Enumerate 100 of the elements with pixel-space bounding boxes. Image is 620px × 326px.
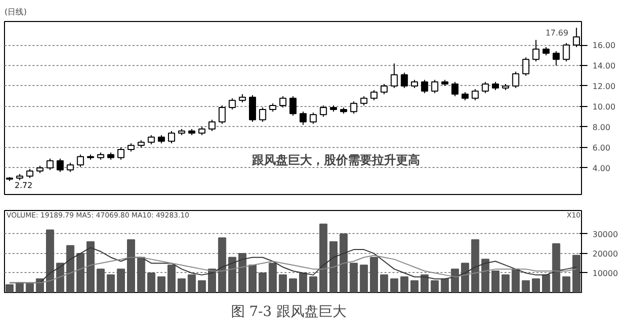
candlestick [421, 79, 428, 94]
annotation: 跟风盘巨大，股价需要拉升更高 [250, 152, 420, 167]
bar [390, 278, 398, 292]
bar [278, 274, 287, 292]
bar [147, 272, 156, 292]
bar [542, 274, 550, 292]
chart-title: (日线) [4, 8, 27, 16]
bar [228, 256, 236, 292]
candlestick [360, 96, 368, 106]
candlestick [512, 71, 520, 89]
bar [16, 282, 24, 292]
bar [208, 268, 216, 292]
caption: 图 7-3 跟风盘巨大 [230, 304, 346, 320]
bar [288, 278, 298, 292]
bar [299, 272, 308, 292]
y-tick-label: 20000 [592, 249, 618, 258]
y-tick-label: 6.00 [592, 143, 610, 152]
bar [106, 274, 115, 292]
bar [329, 241, 338, 292]
candlestick [552, 50, 560, 66]
annotation: 2.72 [14, 180, 32, 190]
y-tick-label: 10.00 [592, 102, 616, 112]
y-tick-label: 14.00 [592, 62, 616, 71]
candlestick [431, 79, 438, 94]
y-tick-label: 30000 [592, 230, 618, 239]
candlestick [482, 81, 489, 94]
bar [552, 243, 560, 292]
bar [218, 237, 226, 292]
bar [268, 262, 277, 292]
bar [96, 268, 105, 292]
candlestick [350, 100, 358, 114]
bar [481, 258, 490, 292]
candlestick [228, 98, 236, 110]
candlestick [26, 168, 34, 179]
candlestick [289, 96, 297, 116]
bar [572, 254, 580, 292]
candlestick [562, 42, 570, 62]
bar [167, 264, 176, 292]
bar [350, 262, 358, 292]
bar [56, 262, 64, 292]
y-tick-label: 16.00 [592, 41, 616, 50]
bar [430, 280, 439, 292]
y-tick-label: 10000 [592, 268, 618, 278]
bar [76, 252, 84, 292]
bar [66, 245, 74, 292]
bar [562, 276, 570, 292]
candlestick [76, 154, 84, 168]
annotation: 17.69 [545, 28, 568, 38]
bar [450, 268, 460, 292]
bar [188, 274, 196, 292]
candlestick [46, 158, 54, 170]
bar [309, 276, 318, 292]
candlestick [451, 81, 458, 97]
bar [400, 276, 408, 292]
bar [440, 278, 449, 292]
candlestick [279, 96, 286, 108]
candlestick [472, 88, 479, 101]
bar [46, 230, 54, 292]
bar [370, 256, 378, 292]
bar [532, 278, 540, 292]
candlestick [532, 39, 540, 62]
bar [248, 264, 257, 292]
bar [198, 280, 206, 292]
bar [471, 239, 480, 292]
candlestick [320, 104, 327, 118]
bar [178, 278, 186, 292]
bar [420, 274, 429, 292]
y-tick-label: 4.00 [592, 164, 610, 173]
bar [86, 241, 95, 292]
candlestick [56, 158, 64, 172]
bar [238, 252, 246, 292]
bar [461, 262, 470, 292]
candlestick [390, 62, 398, 89]
candlestick [259, 106, 266, 122]
bar [380, 274, 388, 292]
bar [360, 264, 368, 292]
bar [340, 233, 348, 292]
candlestick [522, 56, 530, 76]
candlestick [168, 130, 176, 144]
bar [491, 270, 500, 292]
candlestick [148, 134, 155, 145]
bar [6, 284, 14, 292]
bar [258, 272, 267, 292]
bar [157, 276, 166, 292]
bar [522, 280, 530, 292]
candlestick [310, 112, 317, 124]
bar [116, 268, 125, 292]
bar [26, 283, 34, 292]
y-tick-label: 12.00 [592, 82, 616, 91]
bar [410, 280, 419, 292]
bar [512, 268, 520, 292]
candlestick [370, 90, 378, 101]
candlestick [300, 111, 307, 126]
candlestick [400, 72, 408, 89]
bar [126, 239, 136, 292]
candlestick [218, 104, 226, 124]
bar [137, 256, 146, 292]
candlestick [117, 146, 124, 160]
bar [502, 274, 510, 292]
candlestick [380, 83, 388, 95]
